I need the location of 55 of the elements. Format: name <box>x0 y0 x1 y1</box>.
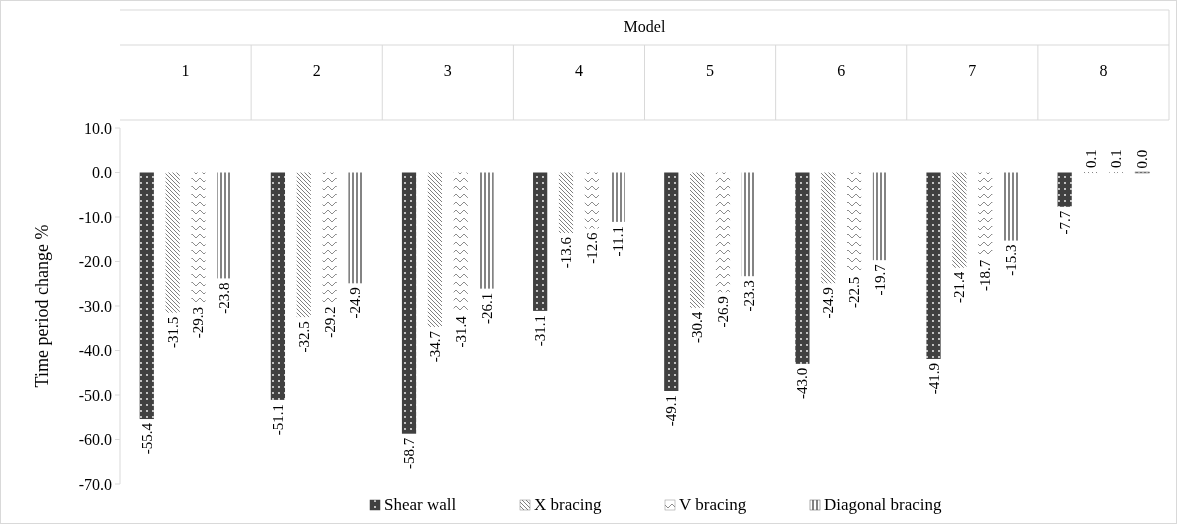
x-tick-label: 7 <box>968 62 977 79</box>
y-tick-label: -60.0 <box>78 431 112 449</box>
data-label: -12.6 <box>583 232 600 264</box>
data-label: -23.3 <box>740 280 757 312</box>
x-tick-label: 5 <box>706 62 715 79</box>
x-tick-label: 2 <box>312 62 321 79</box>
y-tick-label: -10.0 <box>78 208 112 226</box>
data-label: -18.7 <box>977 259 994 291</box>
data-label: -21.4 <box>951 271 968 303</box>
legend-label: X bracing <box>534 495 602 514</box>
data-label: 0.1 <box>1108 149 1125 169</box>
data-label: -22.5 <box>846 276 863 308</box>
data-label: -51.1 <box>269 403 286 436</box>
y-tick-label: -20.0 <box>78 253 112 271</box>
data-label: -23.8 <box>216 282 233 314</box>
data-label: -7.7 <box>1056 210 1073 235</box>
data-label: -11.1 <box>609 225 626 257</box>
data-label: -26.1 <box>478 292 495 324</box>
data-label: 0.1 <box>1082 149 1099 169</box>
x-tick-label: 6 <box>837 62 846 79</box>
data-label: -19.7 <box>871 263 888 296</box>
legend-label: V bracing <box>679 495 747 514</box>
x-tick-label: 3 <box>443 62 452 79</box>
data-label: -29.2 <box>321 306 338 338</box>
y-tick-label: -70.0 <box>78 475 112 493</box>
legend-label: Shear wall <box>384 495 457 514</box>
y-tick-label: 0.0 <box>92 164 112 182</box>
data-label: -24.9 <box>347 287 364 319</box>
data-label: -30.4 <box>689 311 706 344</box>
y-tick-label: -50.0 <box>78 386 112 404</box>
x-axis-title: Model <box>623 18 666 35</box>
data-label: -29.3 <box>190 306 207 339</box>
y-tick-label: 10.0 <box>84 119 112 137</box>
data-label: -49.1 <box>663 394 680 427</box>
data-label: -32.5 <box>295 321 312 353</box>
data-label: -13.6 <box>558 236 575 269</box>
data-label: -55.4 <box>138 422 155 455</box>
data-label: -31.4 <box>452 315 469 348</box>
y-tick-label: -30.0 <box>78 297 112 315</box>
data-label: -58.7 <box>401 437 418 469</box>
data-label: -26.9 <box>714 296 731 328</box>
x-tick-label: 8 <box>1099 62 1108 79</box>
data-label: -31.1 <box>532 314 549 347</box>
y-tick-label: -40.0 <box>78 342 112 360</box>
data-label: -24.9 <box>820 287 837 319</box>
y-axis-title: Time period change % <box>32 224 52 388</box>
data-label: -15.3 <box>1003 244 1020 276</box>
data-label: -41.9 <box>925 362 942 395</box>
x-tick-label: 1 <box>181 62 190 79</box>
data-label: -31.5 <box>164 316 181 348</box>
data-label: -34.7 <box>426 330 443 363</box>
data-label: 0.0 <box>1134 149 1151 169</box>
legend-label: Diagonal bracing <box>824 495 943 514</box>
x-tick-label: 4 <box>574 62 583 79</box>
data-label: -43.0 <box>794 367 811 400</box>
